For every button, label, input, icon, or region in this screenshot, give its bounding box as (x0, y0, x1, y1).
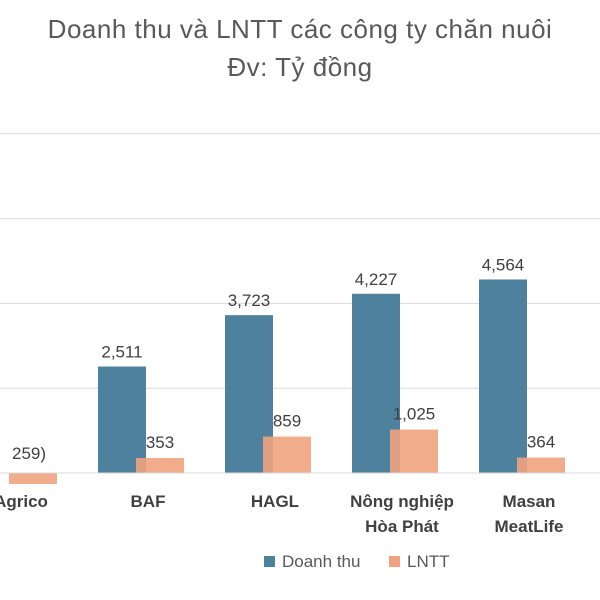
bar-lntt (9, 473, 57, 484)
chart-title: Doanh thu và LNTT các công ty chăn nuôi (47, 14, 553, 44)
bar-doanh-thu (98, 366, 146, 473)
legend-label: Doanh thu (282, 552, 360, 571)
data-label-lntt: 259) (12, 444, 46, 463)
bar-doanh-thu (479, 279, 527, 473)
bar-lntt (390, 429, 438, 473)
x-tick-label: HAGL (251, 492, 299, 511)
legend-swatch (389, 556, 400, 567)
data-label-doanh-thu: 4,227 (355, 270, 398, 289)
x-tick-label: BAF (131, 492, 166, 511)
chart-subtitle: Đv: Tỷ đồng (227, 52, 373, 82)
data-label-doanh-thu: 2,511 (101, 343, 142, 362)
legend-swatch (264, 556, 275, 567)
data-label-lntt: 1,025 (393, 405, 436, 424)
x-tick-label: MeatLife (495, 517, 564, 536)
data-label-lntt: 353 (146, 433, 174, 452)
bar-lntt (136, 458, 184, 473)
legend-label: LNTT (407, 552, 450, 571)
data-label-lntt: 859 (273, 412, 301, 431)
x-tick-label: Nông nghiệp (350, 492, 454, 511)
data-label-doanh-thu: 4,564 (482, 255, 525, 274)
x-tick-label: Agrico (0, 492, 48, 511)
x-tick-label: Hòa Phát (365, 517, 439, 536)
bar-lntt (263, 436, 311, 473)
data-label-doanh-thu: 3,723 (228, 291, 271, 310)
x-tick-label: Masan (503, 492, 556, 511)
data-label-lntt: 364 (527, 433, 555, 452)
bar-lntt (517, 457, 565, 473)
